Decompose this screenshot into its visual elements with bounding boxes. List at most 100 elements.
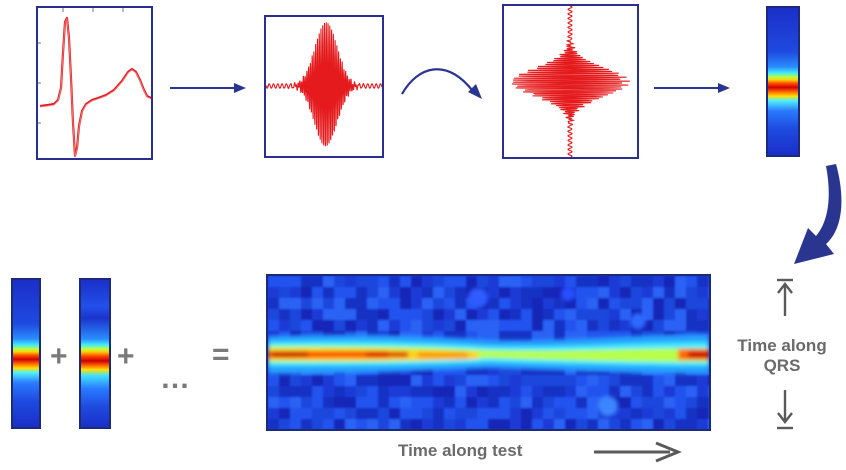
spectrogram-cell xyxy=(499,364,510,375)
spectrogram-cell xyxy=(598,309,609,320)
spectrogram-cell xyxy=(279,320,290,331)
spectrogram-cell xyxy=(268,320,279,331)
spectrogram-cell xyxy=(620,397,631,408)
spectrogram-cell xyxy=(411,386,422,397)
spectrogram-cell xyxy=(521,298,532,309)
spectrogram-cell xyxy=(268,276,279,287)
spectrogram-cell xyxy=(653,408,664,419)
spectrogram-cell xyxy=(620,309,631,320)
spectrogram-cell xyxy=(576,287,587,298)
spectrogram-cell xyxy=(631,397,642,408)
spectrogram-cell xyxy=(356,397,367,408)
spectrogram-cell xyxy=(279,375,290,386)
spectrogram-cell xyxy=(356,375,367,386)
spectrogram-cell xyxy=(466,419,477,429)
spectrogram-cell xyxy=(268,375,279,386)
spectrogram-cell xyxy=(301,375,312,386)
spectrogram-cell xyxy=(312,386,323,397)
spectrogram-cell xyxy=(499,419,510,429)
spectrogram-cell xyxy=(378,419,389,429)
spectrogram-cell xyxy=(532,408,543,419)
spectrogram-cell xyxy=(631,375,642,386)
big-curved-arrow-icon xyxy=(794,164,842,264)
spectrogram-cell xyxy=(334,298,345,309)
spectrogram-cell xyxy=(554,419,565,429)
spectrogram-cell xyxy=(477,276,488,287)
spectrogram-cell xyxy=(653,375,664,386)
test-arrow-icon xyxy=(594,441,682,463)
spectrogram-cell xyxy=(488,331,499,342)
spectrogram-cell xyxy=(653,419,664,429)
spectrogram-cell xyxy=(642,276,653,287)
spectrogram-cell xyxy=(488,397,499,408)
spectrogram-cell xyxy=(312,287,323,298)
spectrogram-cell xyxy=(653,320,664,331)
spectrogram-cell xyxy=(675,287,686,298)
spectrogram-cell xyxy=(510,287,521,298)
spectrogram-cell xyxy=(697,287,708,298)
spectrogram-cell xyxy=(565,375,576,386)
spectrogram-cell xyxy=(675,386,686,397)
spectrogram-cell xyxy=(686,419,697,429)
spectrogram-cell xyxy=(653,309,664,320)
spectrogram-cell xyxy=(356,287,367,298)
spectrogram-cell xyxy=(323,397,334,408)
spectrogram-cell xyxy=(389,419,400,429)
spectrogram-cell xyxy=(510,419,521,429)
plus-operator-2: + xyxy=(117,340,135,373)
spectrogram-heatmap xyxy=(268,276,709,429)
spectrogram-cell xyxy=(664,298,675,309)
spectrogram-cell xyxy=(444,375,455,386)
spectrogram-cell xyxy=(389,386,400,397)
spectrogram-cell xyxy=(290,276,301,287)
spectrogram-cell xyxy=(598,386,609,397)
spectrogram-cell xyxy=(708,298,709,309)
spectrogram-cell xyxy=(367,298,378,309)
spectrogram-cell xyxy=(268,419,279,429)
spectrogram-cell xyxy=(576,276,587,287)
spectrogram-cell xyxy=(642,375,653,386)
spectrogram-cell xyxy=(686,408,697,419)
spectrogram-cell xyxy=(455,331,466,342)
spectrogram-cell xyxy=(708,287,709,298)
spectrogram-cell xyxy=(510,408,521,419)
spectrogram-cell xyxy=(334,375,345,386)
spectrogram-cell xyxy=(653,397,664,408)
spectrogram-cell xyxy=(356,298,367,309)
filtered-signal-panel xyxy=(264,15,384,158)
spectrogram-cell xyxy=(367,276,378,287)
spectrogram-cell xyxy=(345,375,356,386)
spectrogram-cell xyxy=(378,298,389,309)
spectrogram-cell xyxy=(312,298,323,309)
spectrogram-cell xyxy=(554,375,565,386)
spectrogram-cell xyxy=(543,331,554,342)
spectrogram-cell xyxy=(664,397,675,408)
spectrogram-cell xyxy=(631,298,642,309)
spectrogram-cell xyxy=(543,320,554,331)
spectrogram-cell xyxy=(455,375,466,386)
spectrogram-cell xyxy=(345,397,356,408)
spectrogram-cell xyxy=(466,331,477,342)
spectrogram-cell xyxy=(290,419,301,429)
spectrogram-cell xyxy=(664,408,675,419)
spectrogram-cell xyxy=(268,386,279,397)
spectrogram-cell xyxy=(422,397,433,408)
spectrogram-cell xyxy=(620,287,631,298)
spectrogram-cell xyxy=(301,276,312,287)
spectrogram-cell xyxy=(609,320,620,331)
spectrogram-cell xyxy=(708,408,709,419)
spectrogram-cell xyxy=(378,408,389,419)
spectrogram-cell xyxy=(565,309,576,320)
spectrogram-cell xyxy=(356,408,367,419)
spectrogram-cell xyxy=(664,309,675,320)
spectrogram-cell xyxy=(521,287,532,298)
spectrogram-cell xyxy=(554,276,565,287)
spectrogram-cell xyxy=(664,419,675,429)
spectrogram-cell xyxy=(367,287,378,298)
spectrogram-cell xyxy=(455,298,466,309)
spectrogram-cell xyxy=(301,386,312,397)
spectrogram-cell xyxy=(488,419,499,429)
spectrogram-cell xyxy=(301,287,312,298)
spectrogram-cell xyxy=(697,298,708,309)
spectrogram-cell xyxy=(323,386,334,397)
